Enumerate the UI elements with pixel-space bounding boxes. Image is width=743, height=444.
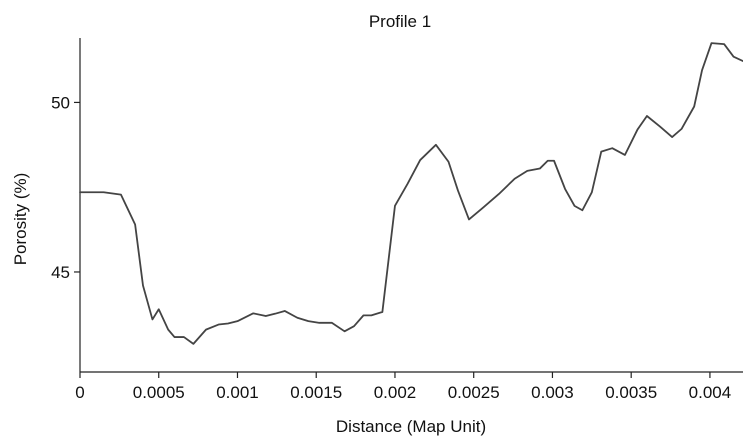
x-tick-label: 0.003 bbox=[531, 383, 574, 402]
x-tick-label: 0.002 bbox=[374, 383, 417, 402]
x-tick-label: 0.0005 bbox=[133, 383, 185, 402]
x-tick-label: 0.0025 bbox=[448, 383, 500, 402]
y-tick-label: 50 bbox=[51, 93, 70, 112]
x-axis-label: Distance (Map Unit) bbox=[336, 417, 486, 436]
chart-title: Profile 1 bbox=[369, 12, 431, 31]
x-tick-label: 0.004 bbox=[689, 383, 732, 402]
y-ticks-group: 45 50 bbox=[51, 93, 80, 282]
x-tick-label: 0.0015 bbox=[290, 383, 342, 402]
x-tick-label: 0.001 bbox=[216, 383, 259, 402]
y-axis-label: Porosity (%) bbox=[11, 173, 30, 266]
series-line-porosity bbox=[79, 42, 743, 345]
y-tick-label: 45 bbox=[51, 263, 70, 282]
x-ticks-group: 0 0.0005 0.001 0.0015 0.002 0.0025 0.003 0.0035… bbox=[75, 372, 731, 402]
x-tick-label: 0 bbox=[75, 383, 84, 402]
x-tick-label: 0.0035 bbox=[605, 383, 657, 402]
